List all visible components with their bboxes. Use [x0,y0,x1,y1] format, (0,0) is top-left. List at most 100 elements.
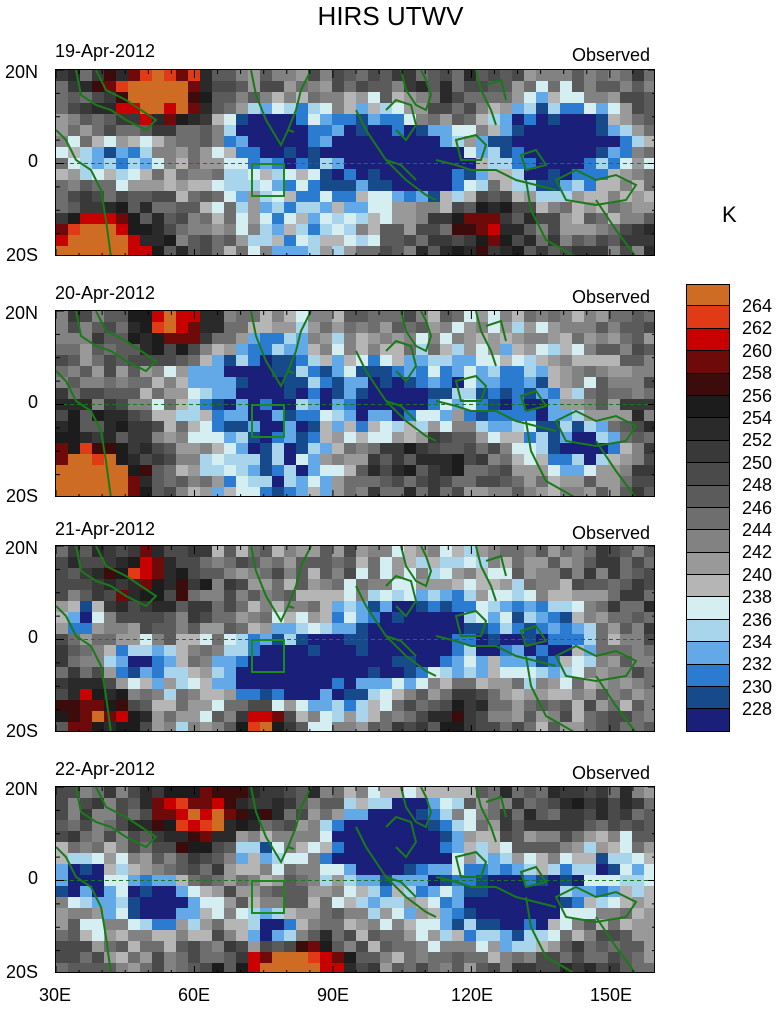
panel-date-2: 20-Apr-2012 [55,283,156,303]
coastline [435,850,557,908]
colorbar-label: 246 [742,497,773,518]
ytick-20n-2: 20N [4,303,38,323]
ytick-20s-2: 20S [5,486,38,506]
colorbar-swatch [686,575,730,598]
colorbar-label: 260 [742,340,773,361]
coastline [355,339,437,442]
panel-tag-2: Observed [571,287,650,307]
colorbar-swatch [686,664,730,688]
coastline [435,374,557,432]
colorbar-swatch [686,709,730,732]
colorbar-label: 244 [742,520,773,540]
colorbar-swatch [686,306,730,329]
colorbar-label: 258 [742,363,773,384]
map-panel-2 [55,310,655,497]
coastline [525,655,636,731]
coastline [519,148,638,207]
coastline [435,609,557,667]
colorbar-swatch [686,284,730,307]
colorbar-swatch [686,328,730,352]
coastline [475,546,507,602]
coastline [56,787,158,972]
map-panel-3 [55,545,655,732]
xtick-90e: 90E [316,985,350,1005]
coastline [355,815,437,918]
coastline [355,574,437,677]
xtick-120e: 120E [450,985,494,1005]
map-canvas [56,787,654,972]
colorbar-label: 248 [742,475,773,496]
map-canvas [56,70,654,255]
coastline [250,787,312,865]
colorbar-label: 232 [742,654,773,675]
colorbar-label: 264 [742,296,773,316]
colorbar-swatch [686,463,730,486]
ytick-0-1: 0 [27,151,38,171]
panel-tag-4: Observed [571,763,650,783]
region-box [251,880,285,914]
coastline [400,787,433,829]
ytick-20s-3: 20S [5,721,38,741]
colorbar-label: 256 [742,385,773,406]
ytick-0-4: 0 [27,868,38,888]
coastline [519,624,638,683]
colorbar-label: 234 [742,632,773,652]
colorbar-swatch [686,530,730,553]
colorbar [686,284,730,732]
figure-title: HIRS UTWV [317,1,464,31]
colorbar-swatch [686,418,730,441]
colorbar-unit: K [722,202,737,227]
ytick-20s-4: 20S [5,962,38,982]
ytick-0-3: 0 [27,627,38,647]
colorbar-swatch [686,351,730,374]
coastline [475,787,507,843]
xtick-30e: 30E [38,985,72,1005]
ytick-20s-1: 20S [5,245,38,265]
colorbar-swatch [686,440,730,464]
ytick-20n-4: 20N [4,779,38,799]
colorbar-swatch [686,619,730,643]
ytick-20n-1: 20N [4,62,38,82]
colorbar-label: 252 [742,430,773,451]
xtick-60e: 60E [177,985,211,1005]
colorbar-swatch [686,642,730,665]
map-canvas [56,546,654,731]
coastline [250,70,312,148]
coastline [475,311,507,367]
colorbar-swatch [686,507,730,531]
coastline [400,546,433,588]
colorbar-label: 240 [742,564,773,585]
coastline [525,896,636,972]
coastline [525,179,636,255]
colorbar-swatch [686,687,730,710]
panel-date-3: 21-Apr-2012 [55,519,156,539]
colorbar-label: 230 [742,676,773,697]
panel-tag-3: Observed [571,523,650,543]
map-panel-4 [55,786,655,973]
colorbar-label: 250 [742,452,773,473]
coastline [56,70,158,255]
coastline [400,311,433,353]
colorbar-swatch [686,373,730,396]
colorbar-swatch [686,485,730,508]
colorbar-swatch [686,395,730,419]
region-box [251,404,285,438]
ytick-0-2: 0 [27,392,38,412]
panel-date-4: 22-Apr-2012 [55,759,156,779]
xtick-150e: 150E [589,985,633,1005]
coastline [519,865,638,924]
ytick-20n-3: 20N [4,538,38,558]
panel-tag-1: Observed [571,45,650,65]
coastline [56,546,158,731]
colorbar-label: 262 [742,318,773,339]
region-box [251,163,285,197]
coastline [250,311,312,389]
colorbar-label: 238 [742,587,773,608]
map-panel-1 [55,69,655,256]
coastline [519,389,638,448]
colorbar-label: 236 [742,609,773,630]
colorbar-label: 228 [742,699,773,720]
coastline [250,546,312,624]
colorbar-swatch [686,552,730,576]
coastline [56,311,158,496]
